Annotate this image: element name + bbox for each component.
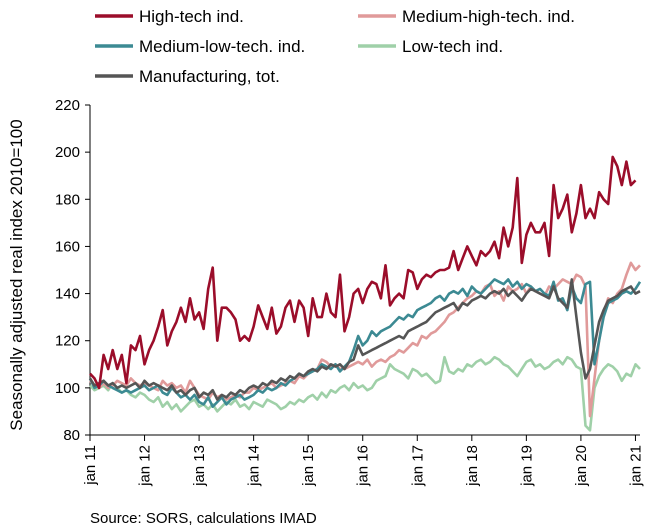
x-tick-label: jan 16 xyxy=(355,445,372,487)
legend-label-low: Low-tech ind. xyxy=(402,37,503,56)
x-tick-label: jan 19 xyxy=(518,445,535,487)
legend-label-medlow: Medium-low-tech. ind. xyxy=(139,37,305,56)
y-tick-label: 140 xyxy=(55,286,80,303)
series-line-medhigh xyxy=(89,261,641,418)
legend: High-tech ind. Medium-high-tech. ind. Medi… xyxy=(95,7,575,86)
y-tick-label: 220 xyxy=(55,97,80,114)
x-tick-label: jan 21 xyxy=(627,445,644,487)
legend-label-manuf: Manufacturing, tot. xyxy=(139,67,280,86)
source-note: Source: SORS, calculations IMAD xyxy=(90,510,317,527)
series-line-medlow xyxy=(88,278,642,409)
series-line-high xyxy=(89,155,637,390)
y-tick-label: 100 xyxy=(55,380,80,397)
y-tick-label: 120 xyxy=(55,333,80,350)
x-tick-label: jan 20 xyxy=(573,445,590,487)
x-tick-label: jan 18 xyxy=(464,445,481,487)
x-tick-label: jan 17 xyxy=(409,445,426,487)
x-tick-label: jan 14 xyxy=(246,445,263,487)
x-tick-label: jan 15 xyxy=(300,445,317,487)
series-line-low xyxy=(89,355,641,432)
y-tick-label: 200 xyxy=(55,144,80,161)
legend-label-high: High-tech ind. xyxy=(139,7,244,26)
x-tick-label: jan 11 xyxy=(82,445,99,486)
y-axis-label: Seasonally adjusted real index 2010=100 xyxy=(7,119,26,430)
y-tick-label: 180 xyxy=(55,191,80,208)
x-tick-label: jan 13 xyxy=(191,445,208,487)
x-tick-label: jan 12 xyxy=(137,445,154,487)
y-tick-label: 160 xyxy=(55,238,80,255)
y-axis: 80 100 120 140 160 180 200 220 xyxy=(55,97,90,444)
series-line-manuf xyxy=(88,278,641,401)
x-axis: jan 11 jan 12 jan 13 jan 14 jan 15 jan 16 jan … xyxy=(82,435,644,487)
legend-label-medhigh: Medium-high-tech. ind. xyxy=(402,7,575,26)
y-tick-label: 80 xyxy=(63,427,80,444)
series-lines xyxy=(88,155,642,432)
